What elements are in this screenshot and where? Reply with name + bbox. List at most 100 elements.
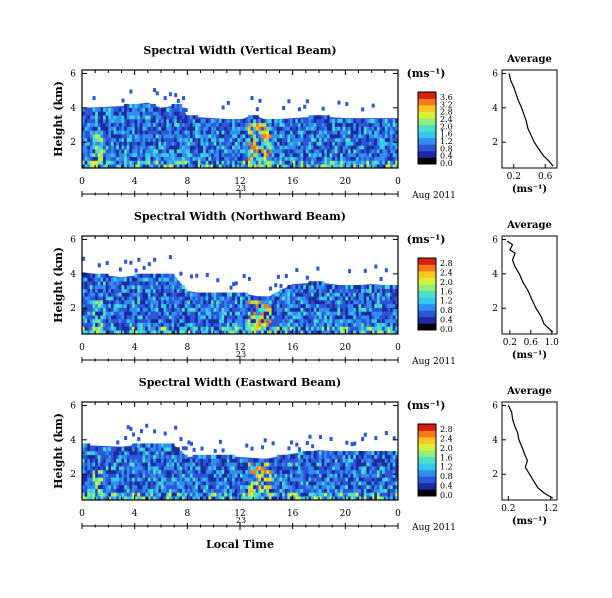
heatmap-cell bbox=[187, 469, 191, 474]
heatmap-cell bbox=[358, 145, 362, 150]
heatmap-cell bbox=[182, 458, 185, 463]
heatmap-cell bbox=[329, 496, 333, 500]
heatmap-cell bbox=[292, 164, 296, 168]
heatmap-cell bbox=[371, 119, 375, 124]
heatmap-cell bbox=[195, 484, 199, 489]
heatmap-cell bbox=[168, 122, 172, 127]
heatmap-cell bbox=[176, 145, 180, 150]
heatmap-cell bbox=[84, 164, 88, 168]
heatmap-cell bbox=[234, 130, 238, 135]
heatmap-cell bbox=[347, 300, 351, 305]
heatmap-cell bbox=[166, 447, 170, 452]
heatmap-cell bbox=[216, 330, 220, 334]
heatmap-cell bbox=[282, 122, 286, 127]
heatmap-cell bbox=[337, 141, 341, 146]
heatmap-cell bbox=[345, 101, 349, 106]
heatmap-cell bbox=[187, 164, 191, 168]
heatmap-cell bbox=[179, 292, 183, 297]
heatmap-cell bbox=[279, 326, 283, 331]
heatmap-cell bbox=[382, 318, 386, 323]
heatmap-cell bbox=[213, 296, 217, 301]
heatmap-cell bbox=[221, 160, 225, 165]
heatmap-cell bbox=[295, 119, 299, 124]
heatmap-cell bbox=[182, 292, 185, 297]
heatmap-cell bbox=[363, 307, 367, 312]
heatmap-cell bbox=[308, 156, 312, 161]
heatmap-cell bbox=[161, 285, 164, 290]
heatmap-cell bbox=[245, 473, 249, 478]
heatmap-cell bbox=[184, 481, 188, 486]
heatmap-cell bbox=[150, 458, 154, 463]
heatmap-cell bbox=[142, 130, 146, 135]
heatmap-cell bbox=[300, 122, 304, 127]
heatmap-cell bbox=[263, 466, 267, 471]
heatmap-cell bbox=[263, 330, 267, 334]
heatmap-cell bbox=[211, 458, 214, 463]
heatmap-cell bbox=[100, 292, 104, 297]
heatmap-cell bbox=[226, 292, 230, 297]
heatmap-cell bbox=[192, 300, 196, 305]
heatmap-cell bbox=[155, 126, 159, 131]
heatmap-cell bbox=[358, 160, 362, 165]
heatmap-cell bbox=[103, 326, 106, 331]
heatmap-cell bbox=[182, 488, 185, 493]
heatmap-cell bbox=[168, 130, 172, 135]
heatmap-cell bbox=[297, 107, 301, 112]
heatmap-cell bbox=[213, 164, 217, 168]
heatmap-cell bbox=[224, 164, 228, 168]
heatmap-cell bbox=[258, 149, 262, 154]
heatmap-cell bbox=[182, 130, 185, 135]
heatmap-cell bbox=[168, 469, 172, 474]
heatmap-cell bbox=[237, 145, 241, 150]
heatmap-cell bbox=[213, 122, 217, 127]
heatmap-cell bbox=[374, 303, 378, 308]
heatmap-cell bbox=[124, 330, 128, 334]
heatmap-cell bbox=[221, 496, 225, 500]
heatmap-cell bbox=[284, 462, 288, 467]
heatmap-cell bbox=[103, 273, 106, 278]
heatmap-cell bbox=[271, 492, 275, 497]
heatmap-cell bbox=[163, 115, 167, 120]
heatmap-cell bbox=[208, 477, 212, 482]
heatmap-cell bbox=[147, 458, 151, 463]
heatmap-cell bbox=[361, 126, 365, 131]
heatmap-cell bbox=[121, 152, 125, 157]
colorbar-segment bbox=[418, 111, 436, 119]
heatmap-cell bbox=[121, 311, 125, 316]
heatmap-cell bbox=[182, 164, 185, 168]
heatmap-cell bbox=[316, 307, 320, 312]
heatmap-cell bbox=[171, 111, 175, 116]
heatmap-cell bbox=[184, 492, 188, 497]
heatmap-cell bbox=[353, 145, 357, 150]
heatmap-cell bbox=[103, 469, 106, 474]
heatmap-cell bbox=[276, 492, 280, 497]
heatmap-cell bbox=[208, 156, 212, 161]
heatmap-cell bbox=[311, 315, 315, 320]
heatmap-cell bbox=[137, 285, 141, 290]
heatmap-cell bbox=[224, 152, 228, 157]
heatmap-cell bbox=[247, 145, 251, 150]
heatmap-cell bbox=[326, 466, 330, 471]
heatmap-cell bbox=[353, 303, 357, 308]
heatmap-cell bbox=[205, 141, 209, 146]
heatmap-cell bbox=[163, 318, 167, 323]
heatmap-cell bbox=[103, 145, 106, 150]
heatmap-cell bbox=[324, 156, 328, 161]
heatmap-cell bbox=[253, 462, 257, 467]
heatmap-cell bbox=[255, 458, 259, 463]
heatmap-cell bbox=[166, 122, 170, 127]
heatmap-cell bbox=[179, 307, 183, 312]
heatmap-cell bbox=[224, 492, 228, 497]
heatmap-cell bbox=[87, 145, 91, 150]
heatmap-cell bbox=[161, 496, 164, 500]
heatmap-cell bbox=[347, 307, 351, 312]
heatmap-cell bbox=[168, 107, 172, 112]
heatmap-cell bbox=[316, 137, 320, 142]
heatmap-cell bbox=[316, 303, 320, 308]
heatmap-cell bbox=[142, 145, 146, 150]
heatmap-cell bbox=[189, 303, 193, 308]
heatmap-cell bbox=[97, 322, 101, 327]
heatmap-cell bbox=[308, 458, 312, 463]
heatmap-cell bbox=[290, 330, 293, 334]
heatmap-cell bbox=[113, 454, 117, 459]
